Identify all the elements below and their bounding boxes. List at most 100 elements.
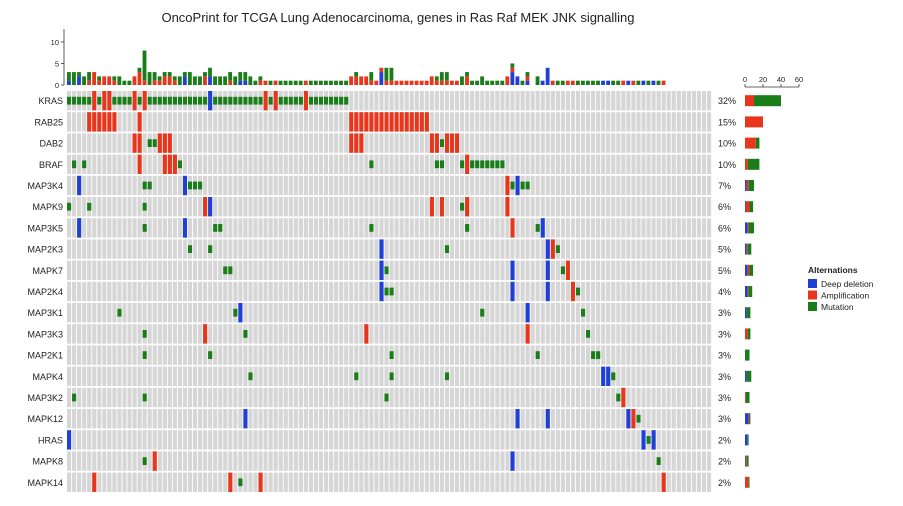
matrix-cell	[268, 133, 273, 153]
matrix-cell	[671, 451, 676, 471]
matrix-cell	[575, 175, 581, 196]
alteration-mark	[379, 281, 384, 302]
matrix-cell	[505, 91, 510, 111]
matrix-cell	[520, 409, 525, 429]
sample-bar	[575, 80, 580, 85]
matrix-cell	[591, 451, 596, 471]
matrix-cell	[182, 281, 188, 302]
matrix-cell	[641, 387, 646, 408]
matrix-cell	[671, 218, 676, 238]
matrix-cell	[656, 175, 661, 196]
matrix-cell	[439, 409, 445, 429]
matrix-cell	[248, 409, 253, 429]
matrix-cell	[621, 472, 626, 492]
matrix-cell	[520, 366, 525, 386]
matrix-cell	[656, 430, 661, 450]
matrix-cell	[636, 91, 641, 111]
matrix-cell	[334, 387, 339, 408]
matrix-cell	[182, 239, 188, 259]
matrix-cell	[701, 387, 707, 408]
matrix-cell	[681, 239, 686, 259]
matrix-cell	[147, 387, 152, 408]
matrix-cell	[414, 303, 419, 323]
matrix-cell	[248, 154, 253, 174]
matrix-cell	[475, 260, 480, 280]
matrix-cell	[535, 91, 540, 111]
alteration-mark	[656, 457, 661, 465]
percent-label: 3%	[718, 329, 731, 339]
matrix-cell	[248, 345, 253, 365]
alteration-mark	[263, 91, 268, 111]
matrix-cell	[616, 218, 621, 238]
matrix-cell	[87, 324, 92, 344]
matrix-cell	[575, 387, 581, 408]
matrix-cell	[606, 175, 611, 196]
matrix-cell	[621, 366, 626, 386]
matrix-cell	[470, 133, 475, 153]
matrix-cell	[414, 197, 419, 217]
matrix-cell	[414, 281, 419, 302]
matrix-cell	[545, 112, 550, 132]
alteration-mark	[369, 112, 374, 132]
matrix-cell	[414, 239, 419, 259]
matrix-cell	[641, 112, 646, 132]
matrix-cell	[323, 451, 329, 471]
gene-bar-mutation	[746, 307, 751, 319]
matrix-cell	[203, 387, 208, 408]
sample-bar	[500, 80, 505, 85]
matrix-cell	[646, 472, 651, 492]
matrix-cell	[439, 324, 445, 344]
matrix-cell	[575, 303, 581, 323]
gene-bar-amplification	[745, 137, 756, 149]
matrix-cell	[540, 472, 545, 492]
matrix-cell	[258, 303, 263, 323]
matrix-cell	[263, 324, 268, 344]
sample-bar	[586, 80, 590, 85]
matrix-cell	[706, 281, 712, 302]
matrix-cell	[198, 260, 203, 280]
matrix-cell	[414, 451, 419, 471]
matrix-cell	[601, 260, 606, 280]
matrix-cell	[67, 366, 72, 386]
matrix-cell	[349, 451, 354, 471]
matrix-cell	[208, 303, 213, 323]
matrix-cell	[641, 324, 646, 344]
matrix-cell	[349, 366, 354, 386]
matrix-cell	[313, 345, 319, 365]
matrix-cell	[248, 472, 253, 492]
matrix-cell	[67, 154, 72, 174]
matrix-cell	[586, 366, 591, 386]
matrix-cell	[651, 112, 656, 132]
sample-bar	[167, 76, 172, 85]
matrix-cell	[606, 387, 611, 408]
matrix-cell	[646, 324, 651, 344]
matrix-cell	[646, 303, 651, 323]
matrix-cell	[616, 324, 621, 344]
matrix-cell	[495, 409, 500, 429]
matrix-cell	[374, 387, 379, 408]
gene-label: MAP2K1	[27, 351, 63, 361]
percent-label: 32%	[718, 96, 736, 106]
matrix-cell	[273, 133, 278, 153]
matrix-cell	[475, 324, 480, 344]
matrix-cell	[409, 154, 414, 174]
matrix-cell	[565, 472, 571, 492]
matrix-cell	[87, 409, 92, 429]
matrix-cell	[192, 281, 198, 302]
gene-label: KRAS	[38, 96, 63, 106]
matrix-cell	[465, 366, 470, 386]
gene-bar-mutation	[754, 95, 781, 107]
matrix-cell	[218, 239, 223, 259]
matrix-row-map3k5	[67, 218, 712, 238]
matrix-cell	[641, 409, 646, 429]
matrix-cell	[460, 133, 465, 153]
alteration-mark	[460, 202, 465, 211]
matrix-cell	[389, 430, 394, 450]
matrix-cell	[651, 91, 656, 111]
matrix-cell	[611, 451, 616, 471]
sample-bar	[117, 76, 122, 85]
matrix-cell	[359, 260, 364, 280]
matrix-cell	[444, 197, 450, 217]
matrix-cell	[298, 175, 303, 196]
matrix-cell	[334, 324, 339, 344]
